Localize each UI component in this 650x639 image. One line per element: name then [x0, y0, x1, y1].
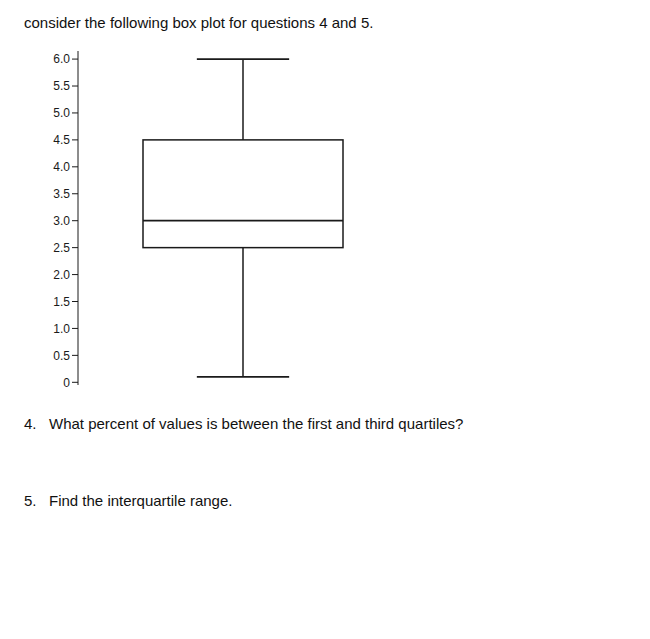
- svg-text:2.0: 2.0: [53, 268, 70, 282]
- svg-text:1.5: 1.5: [53, 295, 70, 309]
- svg-text:4.0: 4.0: [53, 160, 70, 174]
- html-text:consider the following box plo: consider the following box plot for ques…: [24, 14, 374, 31]
- html-text:4. What percent of values is b: 4. What percent of values is between the…: [24, 415, 464, 432]
- svg-text:4.5: 4.5: [53, 133, 70, 147]
- svg-text:1.0: 1.0: [53, 322, 70, 336]
- svg-text:5.5: 5.5: [53, 79, 70, 93]
- svg-text:0.5: 0.5: [53, 349, 70, 363]
- svg-text:0: 0: [63, 376, 70, 390]
- svg-text:6.0: 6.0: [53, 52, 70, 66]
- svg-text:5.0: 5.0: [53, 106, 70, 120]
- svg-text:3.5: 3.5: [53, 187, 70, 201]
- svg-text:2.5: 2.5: [53, 241, 70, 255]
- svg-text:3.0: 3.0: [53, 214, 70, 228]
- html-text:5. Find the interquartile rang: 5. Find the interquartile range.: [24, 492, 233, 509]
